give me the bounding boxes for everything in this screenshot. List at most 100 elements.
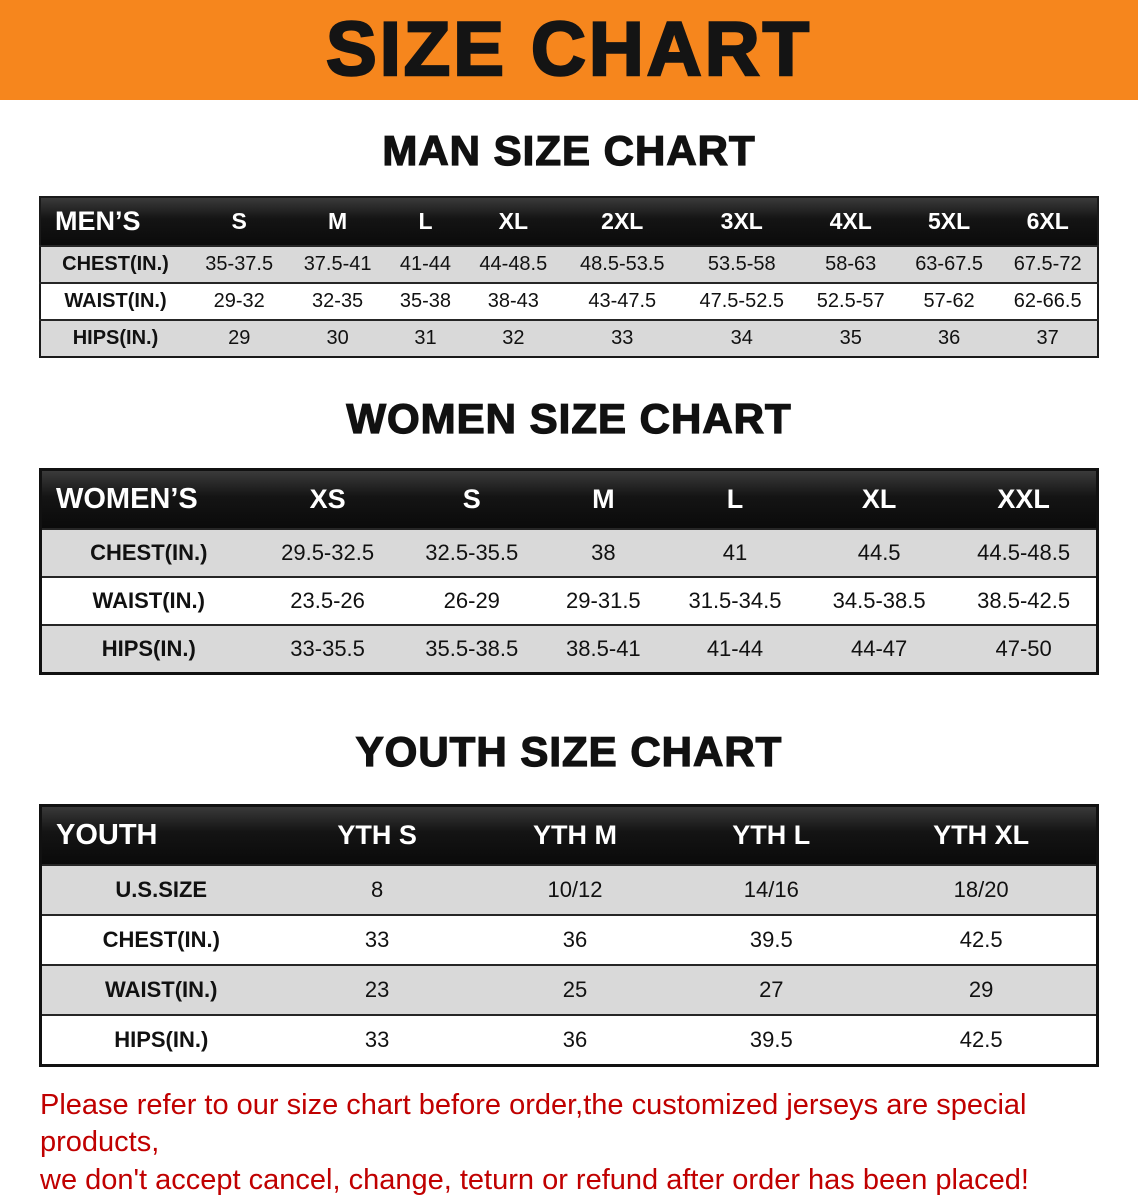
row-label-cell: HIPS(IN.) [72, 327, 159, 350]
size-value-cell: 44-47 [851, 636, 908, 662]
size-value-cell: 38.5-41 [566, 636, 641, 662]
size-column-header: M [328, 208, 348, 235]
table-row: HIPS(IN.) 33 36 39.5 42.5 [40, 1014, 1098, 1066]
table-header-row: YOUTH YTH S YTH M YTH L YTH XL [40, 805, 1098, 865]
size-value-cell: 62-66.5 [1013, 290, 1082, 313]
size-value-cell: 33 [364, 1026, 390, 1052]
size-value-cell: 27 [759, 976, 784, 1002]
size-value-cell: 23 [364, 976, 390, 1002]
table-row: CHEST(IN.) 33 36 39.5 42.5 [40, 914, 1098, 965]
table-title-cell: WOMEN’S [56, 483, 198, 516]
size-value-cell: 38 [591, 540, 616, 566]
size-value-cell: 10/12 [547, 876, 603, 902]
women-size-table: WOMEN’S XS S M L XL XXL CHEST(IN.) 29.5-32.5 32.5… [39, 468, 1099, 676]
size-value-cell: 42.5 [959, 1026, 1003, 1052]
table-head: MEN’S S M L XL 2XL 3XL 4XL 5XL 6XL [40, 197, 1098, 247]
size-value-cell: 36 [562, 1026, 588, 1052]
youth-size-section: YOUTH SIZE CHART YOUTH YTH S YTH M YTH L YTH… [0, 728, 1138, 1067]
row-label-cell: HIPS(IN.) [114, 1026, 209, 1052]
size-value-cell: 29.5-32.5 [281, 540, 375, 566]
table-body: CHEST(IN.) 29.5-32.5 32.5-35.5 38 41 44.5 44.5… [40, 529, 1098, 674]
size-column-header: 6XL [1026, 208, 1069, 235]
men-size-table: MEN’S S M L XL 2XL 3XL 4XL 5XL 6XL CHEST(IN.) 35-37… [39, 196, 1099, 359]
size-value-cell: 36 [562, 926, 588, 952]
size-value-cell: 30 [326, 327, 349, 350]
size-value-cell: 41 [722, 540, 748, 566]
row-label-cell: WAIST(IN.) [64, 290, 167, 313]
size-value-cell: 41-44 [706, 636, 764, 662]
row-label-cell: HIPS(IN.) [101, 636, 196, 662]
size-value-cell: 23.5-26 [290, 588, 365, 614]
table-row: WAIST(IN.) 23.5-26 26-29 29-31.5 31.5-34.5 34… [40, 577, 1098, 626]
size-value-cell: 44.5 [857, 540, 901, 566]
size-value-cell: 32.5-35.5 [425, 540, 519, 566]
size-column-header: 2XL [601, 208, 644, 235]
table-title-cell: YOUTH [56, 818, 158, 851]
size-column-header: YTH XL [933, 819, 1030, 850]
size-value-cell: 38-43 [487, 290, 539, 313]
table-title-cell: MEN’S [55, 206, 141, 237]
size-column-header: YTH M [532, 819, 617, 850]
page-title: SIZE CHART [325, 7, 812, 92]
size-value-cell: 53.5-58 [707, 253, 776, 276]
size-value-cell: 63-67.5 [915, 253, 984, 276]
table-body: U.S.SIZE 8 10/12 14/16 18/20 CHEST(IN.) 33 36 39… [40, 864, 1098, 1066]
row-label-cell: CHEST(IN.) [62, 253, 169, 276]
size-value-cell: 39.5 [749, 1026, 793, 1052]
size-value-cell: 34.5-38.5 [832, 588, 926, 614]
size-value-cell: 35-37.5 [205, 253, 274, 276]
row-label-cell: WAIST(IN.) [105, 976, 218, 1002]
size-value-cell: 26-29 [443, 588, 500, 614]
table-row: HIPS(IN.) 33-35.5 35.5-38.5 38.5-41 41-44 44-… [40, 625, 1098, 674]
size-value-cell: 58-63 [825, 253, 877, 276]
men-size-section: MAN SIZE CHART MEN’S S M L XL 2XL 3XL 4XL 5XL 6XL… [0, 127, 1138, 359]
table-head: WOMEN’S XS S M L XL XXL [40, 469, 1098, 530]
size-value-cell: 32 [502, 327, 525, 350]
size-column-header: 5XL [928, 208, 971, 235]
size-value-cell: 37 [1036, 327, 1059, 350]
size-value-cell: 42.5 [959, 926, 1003, 952]
size-column-header: S [462, 484, 481, 515]
size-value-cell: 33 [611, 327, 634, 350]
size-column-header: XL [861, 484, 897, 515]
size-value-cell: 36 [937, 327, 961, 350]
size-value-cell: 29 [968, 976, 994, 1002]
table-body: CHEST(IN.) 35-37.5 37.5-41 41-44 44-48.5 48.5… [40, 246, 1098, 358]
table-row: WAIST(IN.) 23 25 27 29 [40, 964, 1098, 1015]
size-value-cell: 37.5-41 [303, 253, 372, 276]
size-value-cell: 47-50 [995, 636, 1052, 662]
size-value-cell: 41-44 [399, 253, 452, 276]
size-column-header: YTH S [337, 819, 417, 850]
table-header-row: WOMEN’S XS S M L XL XXL [40, 469, 1098, 530]
size-column-header: 4XL [829, 208, 872, 235]
women-section-heading: WOMEN SIZE CHART [346, 395, 792, 443]
size-value-cell: 34 [730, 327, 753, 350]
size-value-cell: 35.5-38.5 [425, 636, 519, 662]
size-column-header: 3XL [720, 208, 763, 235]
size-column-header: XXL [997, 484, 1050, 515]
row-label-cell: WAIST(IN.) [92, 588, 205, 614]
size-value-cell: 25 [562, 976, 588, 1002]
disclaimer: Please refer to our size chart before or… [0, 1087, 1138, 1200]
women-size-section: WOMEN SIZE CHART WOMEN’S XS S M L XL XXL CHEST(… [0, 395, 1138, 676]
size-value-cell: 52.5-57 [816, 290, 885, 313]
size-column-header: S [231, 208, 247, 235]
size-value-cell: 57-62 [923, 290, 975, 313]
table-header-row: MEN’S S M L XL 2XL 3XL 4XL 5XL 6XL [40, 197, 1098, 247]
size-value-cell: 44-48.5 [479, 253, 548, 276]
table-head: YOUTH YTH S YTH M YTH L YTH XL [40, 805, 1098, 865]
size-value-cell: 18/20 [953, 876, 1009, 902]
row-label-cell: U.S.SIZE [115, 876, 208, 902]
row-label-cell: CHEST(IN.) [102, 926, 220, 952]
size-value-cell: 33-35.5 [290, 636, 365, 662]
size-value-cell: 29-31.5 [566, 588, 641, 614]
disclaimer-line-1: Please refer to our size chart before or… [40, 1088, 1027, 1159]
size-column-header: L [418, 208, 433, 235]
men-section-heading: MAN SIZE CHART [382, 127, 756, 175]
row-label-cell: CHEST(IN.) [90, 540, 208, 566]
size-value-cell: 67.5-72 [1013, 253, 1082, 276]
size-value-cell: 35 [839, 327, 862, 350]
size-column-header: M [592, 484, 615, 515]
size-column-header: YTH L [732, 819, 811, 850]
